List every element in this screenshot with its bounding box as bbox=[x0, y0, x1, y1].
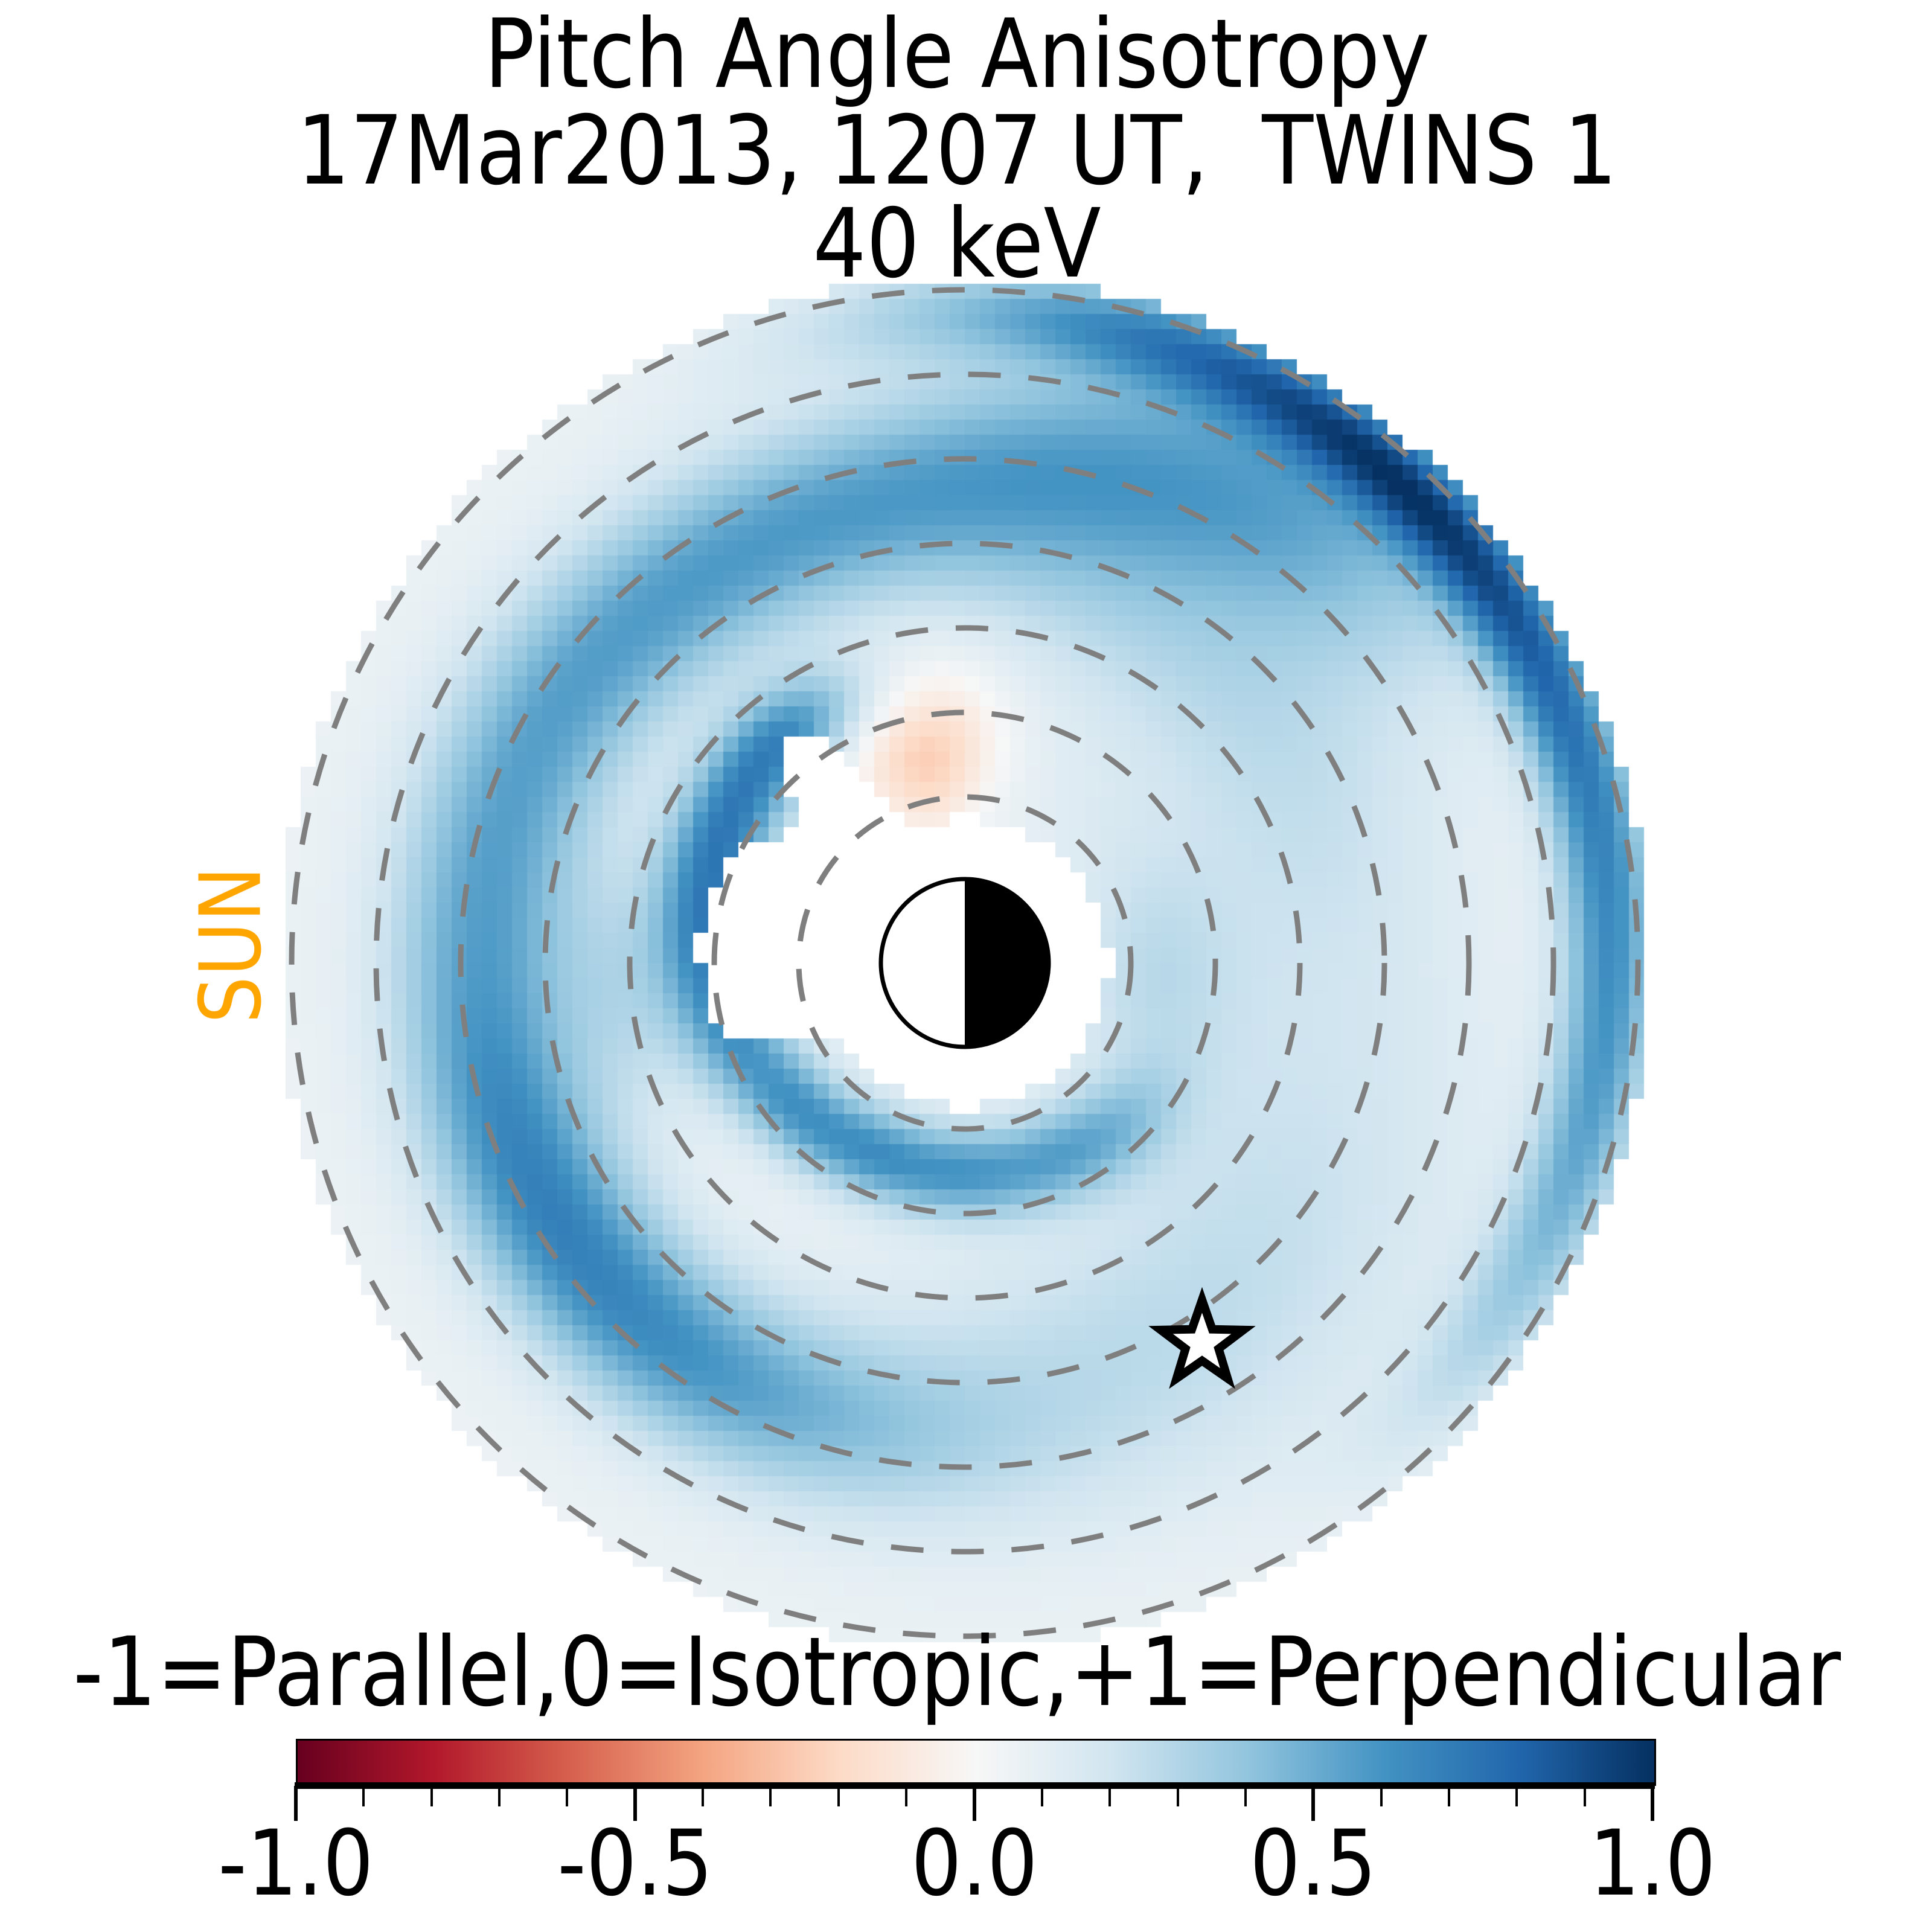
colorbar-major-tick bbox=[633, 1786, 637, 1821]
colorbar-minor-tick bbox=[1447, 1786, 1450, 1806]
colorbar-minor-tick bbox=[1380, 1786, 1383, 1806]
dashed-ring bbox=[458, 456, 1472, 1470]
map-overlay bbox=[289, 287, 1641, 1639]
dashed-ring bbox=[711, 709, 1218, 1217]
dashed-ring bbox=[796, 794, 1134, 1132]
colorbar-minor-tick bbox=[1244, 1786, 1247, 1806]
colorbar-minor-tick bbox=[702, 1786, 705, 1806]
colorbar-tick-label: 1.0 bbox=[1589, 1811, 1716, 1916]
star-marker-icon bbox=[1148, 1287, 1256, 1389]
colorbar-scale-label: -1=Parallel,0=Isotropic,+1=Perpendicular bbox=[72, 1617, 1841, 1728]
colorbar-minor-tick bbox=[566, 1786, 569, 1806]
colorbar-minor-tick bbox=[430, 1786, 433, 1806]
dashed-lshell-rings bbox=[289, 287, 1641, 1639]
colorbar-minor-tick bbox=[769, 1786, 772, 1806]
dashed-ring bbox=[373, 371, 1556, 1555]
earth-day-night-icon bbox=[878, 877, 1051, 1049]
dashed-ring bbox=[289, 287, 1641, 1639]
colorbar-major-tick bbox=[972, 1786, 976, 1821]
colorbar-gradient bbox=[296, 1739, 1656, 1786]
colorbar-major-tick bbox=[1311, 1786, 1316, 1821]
colorbar-tick-label: -1.0 bbox=[218, 1811, 374, 1916]
colorbar-minor-tick bbox=[1583, 1786, 1586, 1806]
earth-nightside bbox=[965, 879, 1049, 1047]
title-line-2: 17Mar2013, 1207 UT, TWINS 1 bbox=[296, 95, 1617, 206]
sun-direction-label: SUN bbox=[182, 866, 281, 1024]
colorbar-tick-label: 0.0 bbox=[910, 1811, 1038, 1916]
colorbar-tick-label: 0.5 bbox=[1250, 1811, 1377, 1916]
colorbar-minor-tick bbox=[837, 1786, 840, 1806]
colorbar-minor-tick bbox=[1040, 1786, 1043, 1806]
colorbar-minor-tick bbox=[1515, 1786, 1518, 1806]
dashed-ring bbox=[542, 540, 1387, 1386]
title-line-1: Pitch Angle Anisotropy bbox=[484, 0, 1430, 110]
colorbar-minor-tick bbox=[498, 1786, 501, 1806]
colorbar-axis-spine bbox=[295, 1782, 1655, 1789]
dashed-ring bbox=[627, 625, 1303, 1301]
colorbar-major-tick bbox=[1651, 1786, 1654, 1821]
colorbar-minor-tick bbox=[1176, 1786, 1179, 1806]
colorbar-tick-label: -0.5 bbox=[557, 1811, 713, 1916]
colorbar-minor-tick bbox=[905, 1786, 908, 1806]
colorbar-major-tick bbox=[294, 1786, 298, 1821]
colorbar-minor-tick bbox=[362, 1786, 365, 1806]
colorbar-minor-tick bbox=[1108, 1786, 1112, 1806]
